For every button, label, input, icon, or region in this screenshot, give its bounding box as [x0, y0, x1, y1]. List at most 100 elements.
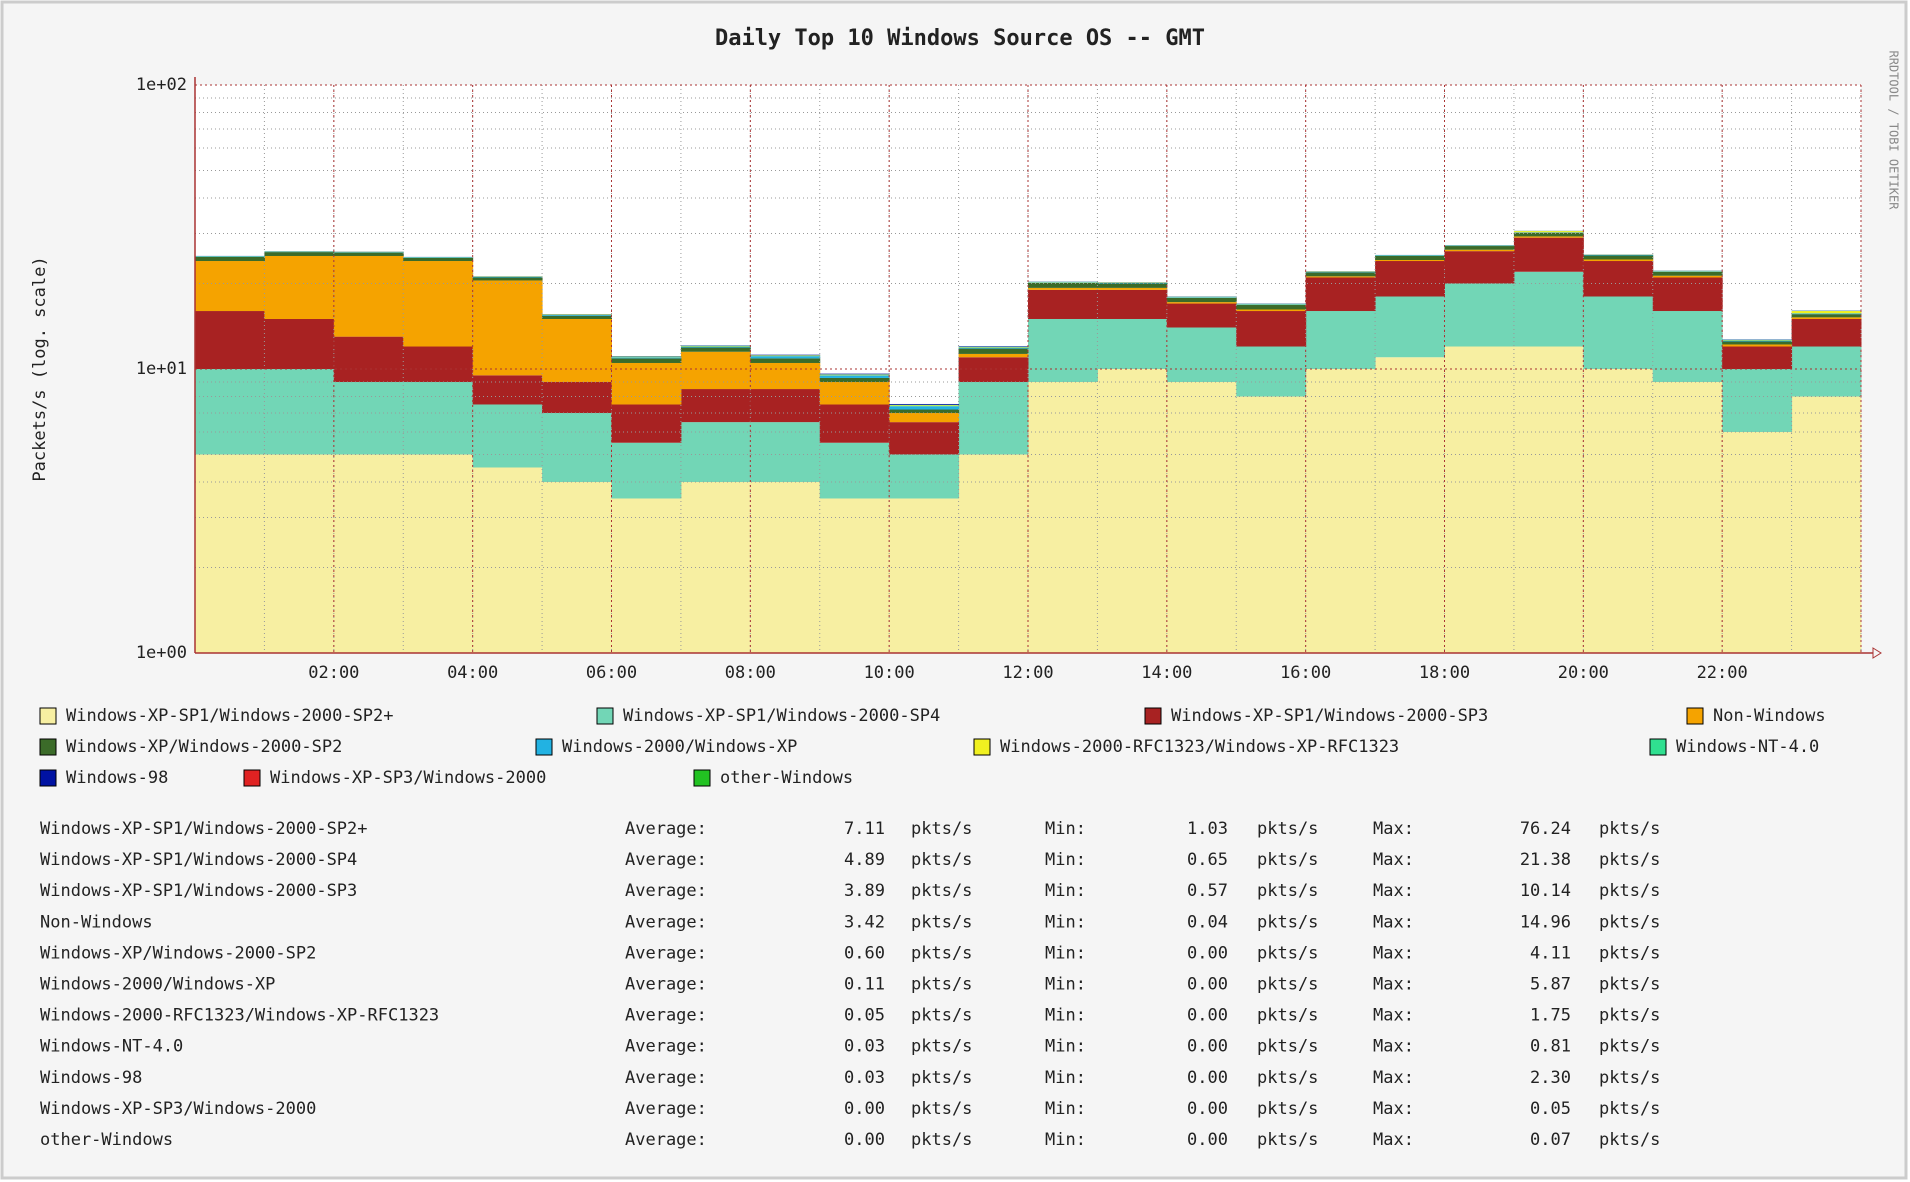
legend-swatch: [1144, 707, 1162, 725]
bar-segment: [264, 369, 335, 455]
bar-segment: [472, 276, 543, 278]
stat-label: Average:: [625, 819, 707, 839]
stat-name: Windows-XP/Windows-2000-SP2: [40, 943, 316, 963]
stat-unit: pkts/s: [1599, 1130, 1660, 1150]
bar-segment: [1028, 289, 1098, 319]
bar-segment: [1236, 311, 1307, 347]
stat-value: 5.87: [1530, 975, 1571, 995]
bar-segment: [1791, 396, 1862, 653]
bar-segment: [195, 256, 265, 262]
bar-segment: [611, 404, 682, 443]
stat-value: 1.03: [1187, 819, 1228, 839]
x-tick-label: 08:00: [725, 663, 776, 683]
bar-segment: [1791, 318, 1862, 347]
bar-segment: [1444, 283, 1515, 347]
bar-segment: [1236, 309, 1307, 312]
bar-segment: [264, 454, 335, 653]
stat-value: 2.30: [1530, 1068, 1571, 1088]
x-tick-label: 04:00: [447, 663, 498, 683]
bar-segment: [1583, 296, 1654, 369]
bar-segment: [403, 261, 474, 347]
stat-label: Average:: [625, 1006, 707, 1026]
bar-segment: [1444, 249, 1515, 252]
legend-swatch: [973, 738, 991, 756]
bar-segment: [403, 257, 474, 258]
stat-label: Min:: [1045, 1037, 1086, 1057]
bar-segment: [1652, 271, 1723, 272]
bar-segment: [750, 356, 821, 359]
stat-label: Average:: [625, 975, 707, 995]
stat-label: Min:: [1045, 1068, 1086, 1088]
stat-label: Max:: [1373, 881, 1414, 901]
stat-unit: pkts/s: [1599, 819, 1660, 839]
legend-label: Non-Windows: [1713, 706, 1826, 726]
bar-segment: [1652, 277, 1723, 312]
legend-label: Windows-XP-SP3/Windows-2000: [270, 768, 546, 788]
bar-segment: [264, 252, 335, 256]
legend-label: Windows-XP/Windows-2000-SP2: [66, 737, 342, 757]
stat-label: Average:: [625, 912, 707, 932]
bar-segment: [1375, 261, 1445, 297]
bar-segment: [819, 374, 890, 376]
legend-swatch: [535, 738, 553, 756]
stat-unit: pkts/s: [1599, 975, 1660, 995]
stat-value: 3.42: [844, 912, 885, 932]
bar-segment: [819, 442, 890, 499]
stat-value: 21.38: [1520, 850, 1571, 870]
bar-segment: [1652, 311, 1723, 382]
bar-segment: [1305, 369, 1376, 653]
bar-segment: [1444, 246, 1515, 250]
bar-segment: [958, 357, 1029, 382]
legend-label: Windows-2000/Windows-XP: [562, 737, 797, 757]
bar-segment: [958, 347, 1029, 348]
bar-segment: [472, 467, 543, 653]
bar-segment: [1583, 259, 1654, 262]
stat-name: Windows-XP-SP1/Windows-2000-SP2+: [40, 819, 368, 839]
bar-segment: [750, 362, 821, 390]
stat-name: Windows-98: [40, 1068, 142, 1088]
bar-segment: [542, 314, 612, 316]
stat-value: 0.57: [1187, 881, 1228, 901]
bar-segment: [333, 252, 404, 256]
bar-segment: [1652, 271, 1723, 276]
stat-value: 0.11: [844, 975, 885, 995]
stat-unit: pkts/s: [1257, 1130, 1318, 1150]
bar-segment: [1097, 287, 1168, 290]
bar-segment: [680, 422, 751, 483]
stat-value: 0.00: [1187, 1099, 1228, 1119]
bar-segment: [195, 369, 265, 455]
legend-label: Windows-98: [66, 768, 168, 788]
stat-value: 0.65: [1187, 850, 1228, 870]
stat-label: Min:: [1045, 1130, 1086, 1150]
bar-segment: [1583, 255, 1654, 260]
legend-swatch: [693, 769, 711, 787]
bar-segment: [333, 454, 404, 653]
stat-unit: pkts/s: [1599, 1099, 1660, 1119]
bar-segment: [195, 311, 265, 369]
bar-segment: [680, 346, 751, 348]
legend-swatch: [596, 707, 614, 725]
stat-value: 0.03: [844, 1037, 885, 1057]
stat-label: Max:: [1373, 1037, 1414, 1057]
bar-segment: [1791, 346, 1862, 397]
bar-segment: [1028, 287, 1098, 290]
stat-value: 4.89: [844, 850, 885, 870]
stat-label: Average:: [625, 1037, 707, 1057]
bar-segment: [1166, 303, 1237, 328]
stat-value: 10.14: [1520, 881, 1571, 901]
y-tick-label: 1e+02: [136, 75, 187, 95]
bar-segment: [819, 373, 890, 375]
bar-segment: [1236, 305, 1307, 310]
stat-value: 0.00: [1187, 1068, 1228, 1088]
legend-label: Windows-XP-SP1/Windows-2000-SP4: [623, 706, 940, 726]
bar-segment: [1791, 317, 1862, 319]
bar-segment: [1513, 271, 1584, 347]
stat-unit: pkts/s: [911, 1037, 972, 1057]
x-tick-label: 22:00: [1697, 663, 1748, 683]
bar-segment: [1375, 357, 1445, 653]
bar-segment: [1236, 304, 1307, 306]
bar-segment: [472, 404, 543, 468]
bar-segment: [1166, 302, 1237, 304]
stat-unit: pkts/s: [1257, 943, 1318, 963]
